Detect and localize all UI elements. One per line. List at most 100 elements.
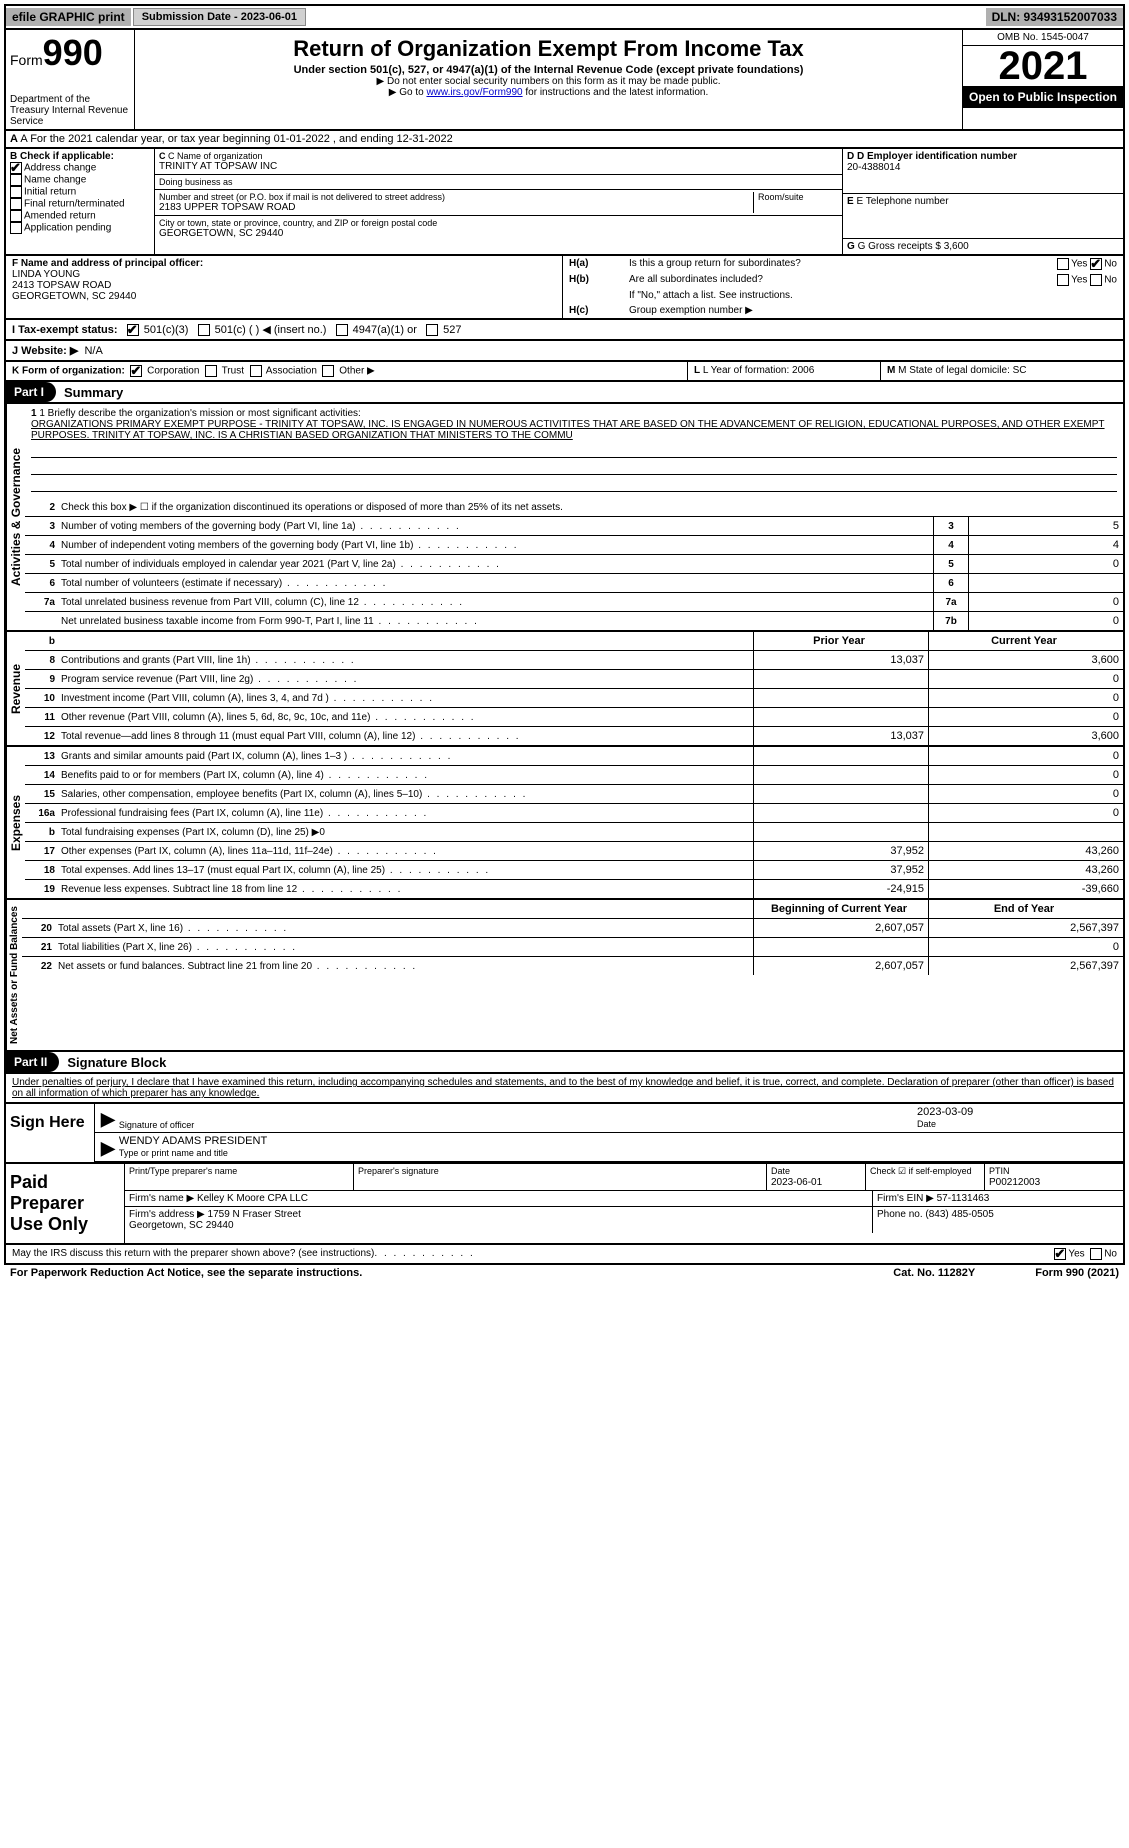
tax-527[interactable] <box>426 324 438 336</box>
checkbox-final-return[interactable] <box>10 198 22 210</box>
revenue-label: Revenue <box>6 632 25 745</box>
rev-cy: 0 <box>928 689 1123 707</box>
exp-line-desc: Total expenses. Add lines 13–17 (must eq… <box>61 863 753 878</box>
mission-text: ORGANIZATIONS PRIMARY EXEMPT PURPOSE - T… <box>31 419 1117 441</box>
beginning-year-header: Beginning of Current Year <box>753 900 928 918</box>
exp-py: 37,952 <box>753 861 928 879</box>
exp-py <box>753 804 928 822</box>
ha-no[interactable] <box>1090 258 1102 270</box>
exp-py <box>753 785 928 803</box>
gov-col-num: 4 <box>933 536 968 554</box>
box-b: B Check if applicable: Address change Na… <box>6 149 155 254</box>
efile-label: efile GRAPHIC print <box>6 8 131 26</box>
goto-notice: ▶ Go to www.irs.gov/Form990 for instruct… <box>139 87 958 98</box>
org-name: TRINITY AT TOPSAW INC <box>159 161 838 172</box>
exp-line-desc: Professional fundraising fees (Part IX, … <box>61 806 753 821</box>
hb-no[interactable] <box>1090 274 1102 286</box>
hb-yes[interactable] <box>1057 274 1069 286</box>
rev-cy: 0 <box>928 708 1123 726</box>
phone-label: E E Telephone number <box>847 196 1119 207</box>
checkbox-name-change[interactable] <box>10 174 22 186</box>
ein-value: 20-4388014 <box>847 162 1119 173</box>
discuss-no[interactable] <box>1090 1248 1102 1260</box>
penalties-text: Under penalties of perjury, I declare th… <box>4 1074 1125 1104</box>
rev-line-desc: Total revenue—add lines 8 through 11 (mu… <box>61 729 753 744</box>
tax-501c[interactable] <box>198 324 210 336</box>
current-year-header: Current Year <box>928 632 1123 650</box>
form-number: 990 <box>43 32 103 73</box>
form-label: Form <box>10 52 43 68</box>
expenses-section: Expenses 13 Grants and similar amounts p… <box>4 747 1125 900</box>
prep-date: 2023-06-01 <box>771 1177 822 1188</box>
sig-officer-label: Signature of officer <box>119 1120 917 1130</box>
irs-link[interactable]: www.irs.gov/Form990 <box>426 87 522 98</box>
gov-line-desc: Number of voting members of the governin… <box>61 519 933 534</box>
form-subtitle: Under section 501(c), 527, or 4947(a)(1)… <box>139 64 958 76</box>
gov-col-val <box>968 574 1123 592</box>
net-py: 2,607,057 <box>753 919 928 937</box>
sign-here-label: Sign Here <box>6 1104 95 1162</box>
checkbox-initial-return[interactable] <box>10 186 22 198</box>
submission-date-button[interactable]: Submission Date - 2023-06-01 <box>133 8 306 26</box>
expenses-label: Expenses <box>6 747 25 898</box>
gov-col-num: 7a <box>933 593 968 611</box>
rev-py: 13,037 <box>753 727 928 745</box>
section-bcdeg: B Check if applicable: Address change Na… <box>4 149 1125 256</box>
rev-py <box>753 670 928 688</box>
room-label: Room/suite <box>758 192 838 202</box>
governance-section: Activities & Governance 1 1 Briefly desc… <box>4 404 1125 632</box>
revenue-section: Revenue b Prior Year Current Year 8 Cont… <box>4 632 1125 747</box>
preparer-section: Paid Preparer Use Only Print/Type prepar… <box>4 1164 1125 1245</box>
exp-cy: 43,260 <box>928 842 1123 860</box>
rev-line-desc: Other revenue (Part VIII, column (A), li… <box>61 710 753 725</box>
exp-line-desc: Revenue less expenses. Subtract line 18 … <box>61 882 753 897</box>
k-corp[interactable] <box>130 365 142 377</box>
exp-py: 37,952 <box>753 842 928 860</box>
exp-cy: 0 <box>928 785 1123 803</box>
net-line-desc: Total liabilities (Part X, line 26) <box>58 940 753 955</box>
tax-501c3[interactable] <box>127 324 139 336</box>
checkbox-address-change[interactable] <box>10 162 22 174</box>
box-f: F Name and address of principal officer:… <box>6 256 562 318</box>
officer-addr2: GEORGETOWN, SC 29440 <box>12 291 556 302</box>
state-domicile: M State of legal domicile: SC <box>898 365 1026 376</box>
part1-label: Part I <box>6 382 56 402</box>
part2-title: Signature Block <box>59 1055 166 1070</box>
netassets-section: Net Assets or Fund Balances Beginning of… <box>4 900 1125 1052</box>
form-header: Form990 Department of the Treasury Inter… <box>4 30 1125 131</box>
header-right: OMB No. 1545-0047 2021 Open to Public In… <box>962 30 1123 129</box>
firm-phone: (843) 485-0505 <box>925 1209 993 1220</box>
k-assoc[interactable] <box>250 365 262 377</box>
sig-arrow-icon2: ▶ <box>101 1138 115 1159</box>
sign-section: Sign Here ▶ Signature of officer 2023-03… <box>4 1104 1125 1164</box>
net-py: 2,607,057 <box>753 957 928 975</box>
part1-title: Summary <box>56 385 123 400</box>
exp-line-desc: Grants and similar amounts paid (Part IX… <box>61 749 753 764</box>
discuss-yes[interactable] <box>1054 1248 1066 1260</box>
ein-label: D D Employer identification number <box>847 151 1119 162</box>
box-c: C C Name of organization TRINITY AT TOPS… <box>155 149 842 254</box>
end-year-header: End of Year <box>928 900 1123 918</box>
year-formation: L Year of formation: 2006 <box>703 365 814 376</box>
gov-col-val: 4 <box>968 536 1123 554</box>
checkbox-amended[interactable] <box>10 210 22 222</box>
rev-py: 13,037 <box>753 651 928 669</box>
k-other[interactable] <box>322 365 334 377</box>
exp-cy <box>928 823 1123 841</box>
officer-addr1: 2413 TOPSAW ROAD <box>12 280 556 291</box>
exp-py <box>753 747 928 765</box>
net-cy: 2,567,397 <box>928 919 1123 937</box>
exp-cy: 0 <box>928 804 1123 822</box>
tax-4947[interactable] <box>336 324 348 336</box>
checkbox-pending[interactable] <box>10 222 22 234</box>
k-trust[interactable] <box>205 365 217 377</box>
paperwork-notice: For Paperwork Reduction Act Notice, see … <box>10 1267 362 1279</box>
rev-py <box>753 689 928 707</box>
ha-yes[interactable] <box>1057 258 1069 270</box>
box-b-label: B Check if applicable: <box>10 151 150 162</box>
exp-cy: 43,260 <box>928 861 1123 879</box>
gov-col-val: 0 <box>968 555 1123 573</box>
gov-line-desc: Total number of volunteers (estimate if … <box>61 576 933 591</box>
net-line-desc: Total assets (Part X, line 16) <box>58 921 753 936</box>
rev-py <box>753 708 928 726</box>
